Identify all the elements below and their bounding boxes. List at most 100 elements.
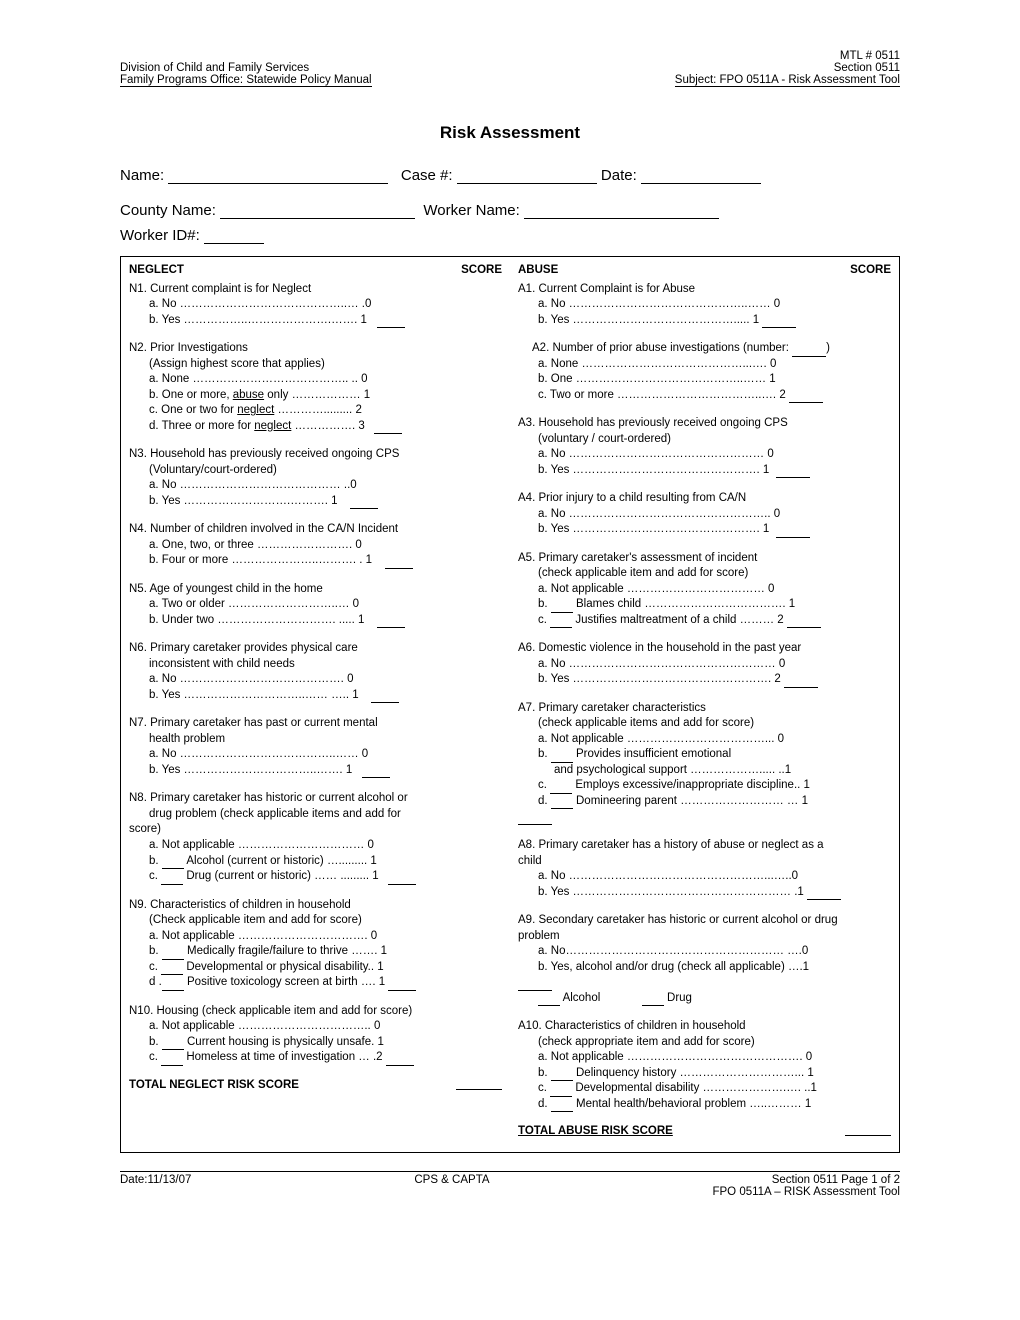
n10-b: Current housing is physically unsafe. 1 <box>187 1036 384 1048</box>
a7-d: Domineering parent ……………………… … 1 <box>576 795 808 807</box>
n6-score[interactable] <box>371 691 399 703</box>
a1-a: a. No ………………………………………..…… 0 <box>518 297 891 313</box>
a7-note: (check applicable items and add for scor… <box>518 716 891 732</box>
n10-score[interactable] <box>386 1054 414 1066</box>
n8-score[interactable] <box>388 873 416 885</box>
page-footer: Date:11/13/07 CPS & CAPTA Section 0511 P… <box>120 1172 900 1198</box>
a3-score[interactable] <box>776 466 810 478</box>
n5-a: a. Two or older ………………………..… 0 <box>129 597 502 613</box>
a5-title: A5. Primary caretaker's assessment of in… <box>518 551 891 567</box>
n2-note: (Assign highest score that applies) <box>129 357 502 373</box>
a7-score[interactable] <box>518 813 552 825</box>
abuse-column: ABUSE SCORE A1. Current Complaint is for… <box>510 257 899 1152</box>
n1-score[interactable] <box>377 316 405 328</box>
a1-score[interactable] <box>762 316 796 328</box>
neglect-column: NEGLECT SCORE N1. Current complaint is f… <box>121 257 510 1152</box>
header-division: Division of Child and Family Services <box>120 62 372 74</box>
a9-a: a. No………………………………………………… ….0 <box>518 944 891 960</box>
a10-b: Delinquency history …………………………... 1 <box>576 1067 814 1079</box>
n5-score[interactable] <box>377 616 405 628</box>
n9-score[interactable] <box>388 979 416 991</box>
abuse-total-score[interactable] <box>845 1124 891 1136</box>
a10-title: A10. Characteristics of children in hous… <box>518 1019 891 1035</box>
a8-title: A8. Primary caretaker has a history of a… <box>518 838 891 854</box>
a5-c: Justifies maltreatment of a child ……… 2 <box>575 614 783 626</box>
a5-a: a. Not applicable ……………………………… 0 <box>518 582 891 598</box>
info-line-3: Worker ID#: <box>120 227 900 244</box>
a8-score[interactable] <box>807 888 841 900</box>
n10-c: Homeless at time of investigation … .2 <box>186 1051 382 1063</box>
a2-a: a. None ……………………………………...…. 0 <box>518 357 891 373</box>
a5-score[interactable] <box>787 616 821 628</box>
input-name[interactable] <box>168 168 388 184</box>
a3-note: (voluntary / court-ordered) <box>518 432 891 448</box>
a3-b: b. Yes …………………………………………. 1 <box>538 464 769 476</box>
n3-score[interactable] <box>350 497 378 509</box>
n4-score[interactable] <box>385 557 413 569</box>
n5-b: b. Under two …………………………. ..... 1 <box>149 614 364 626</box>
neglect-total: TOTAL NEGLECT RISK SCORE <box>129 1079 299 1091</box>
input-date[interactable] <box>641 168 761 184</box>
input-worker[interactable] <box>524 203 719 219</box>
n6-note: inconsistent with child needs <box>129 657 502 673</box>
n10-a: a. Not applicable …………………………….. 0 <box>129 1019 502 1035</box>
label-date: Date: <box>601 167 637 184</box>
input-case[interactable] <box>457 168 597 184</box>
n1-title: N1. Current complaint is for Neglect <box>129 282 502 298</box>
footer-center: CPS & CAPTA <box>414 1174 489 1198</box>
a7-c: Employs excessive/inappropriate discipli… <box>575 779 810 791</box>
a10-a: a. Not applicable ………………………………………. 0 <box>518 1050 891 1066</box>
label-case: Case #: <box>401 167 453 184</box>
a10-d: Mental health/behavioral problem …..……… … <box>576 1098 811 1110</box>
a8-a: a. No ……………………………………………...…..0 <box>518 869 891 885</box>
n2-title: N2. Prior Investigations <box>129 341 502 357</box>
a6-a: a. No ……………………………………………… 0 <box>518 657 891 673</box>
neglect-total-score[interactable] <box>456 1078 502 1090</box>
a7-title: A7. Primary caretaker characteristics <box>518 701 891 717</box>
input-county[interactable] <box>220 203 415 219</box>
a10-c: Developmental disability ………………….…. ..1 <box>575 1082 817 1094</box>
neglect-header: NEGLECT <box>129 263 184 279</box>
a8-b: b. Yes ………………………………………………… .1 <box>538 886 804 898</box>
n10-title: N10. Housing (check applicable item and … <box>129 1004 502 1020</box>
a4-title: A4. Prior injury to a child resulting fr… <box>518 491 891 507</box>
a9-score[interactable] <box>518 979 552 991</box>
page-title: Risk Assessment <box>120 123 900 143</box>
n3-note: (Voluntary/court-ordered) <box>129 463 502 479</box>
a6-title: A6. Domestic violence in the household i… <box>518 641 891 657</box>
a4-b: b. Yes …………………………………………. 1 <box>538 523 769 535</box>
n9-d: Positive toxicology screen at birth …. 1 <box>187 976 385 988</box>
a9-title: A9. Secondary caretaker has historic or … <box>518 913 891 929</box>
a2-number[interactable] <box>792 345 826 357</box>
n3-b: b. Yes ……………………….………. 1 <box>149 495 338 507</box>
n6-a: a. No ……………………………………. 0 <box>129 672 502 688</box>
n8-a: a. Not applicable …………………………… 0 <box>129 838 502 854</box>
n9-title: N9. Characteristics of children in house… <box>129 898 502 914</box>
n7-score[interactable] <box>362 766 390 778</box>
a4-score[interactable] <box>776 526 810 538</box>
assessment-box: NEGLECT SCORE N1. Current complaint is f… <box>120 256 900 1153</box>
header-mtl: MTL # 0511 <box>675 50 900 62</box>
n1-a: a. No ……………………………………..… .0 <box>129 297 502 313</box>
a9-alcohol: Alcohol <box>563 992 601 1004</box>
a5-b: Blames child ………………………………. 1 <box>576 598 795 610</box>
abuse-total: TOTAL ABUSE RISK SCORE <box>518 1125 673 1137</box>
n2-score[interactable] <box>374 422 402 434</box>
page-header: Division of Child and Family Services Fa… <box>120 50 900 101</box>
input-workerid[interactable] <box>204 228 264 244</box>
n7-b: b. Yes ……………………………..……. 1 <box>149 764 352 776</box>
a5-note: (check applicable item and add for score… <box>518 566 891 582</box>
page: Division of Child and Family Services Fa… <box>106 50 914 1198</box>
info-line-1: Name: Case #: Date: <box>120 167 900 184</box>
n4-title: N4. Number of children involved in the C… <box>129 522 502 538</box>
header-section: Section 0511 <box>675 62 900 74</box>
footer-date: Date:11/13/07 <box>120 1174 191 1198</box>
abuse-header: ABUSE <box>518 263 558 279</box>
a6-score[interactable] <box>784 676 818 688</box>
a2-score[interactable] <box>789 391 823 403</box>
n8-title: N8. Primary caretaker has historic or cu… <box>129 791 502 807</box>
abuse-score-label: SCORE <box>850 263 891 279</box>
header-office: Family Programs Office: Statewide Policy… <box>120 74 372 87</box>
a7-a: a. Not applicable ………………………………... 0 <box>518 732 891 748</box>
n8-note2: score) <box>129 822 502 838</box>
